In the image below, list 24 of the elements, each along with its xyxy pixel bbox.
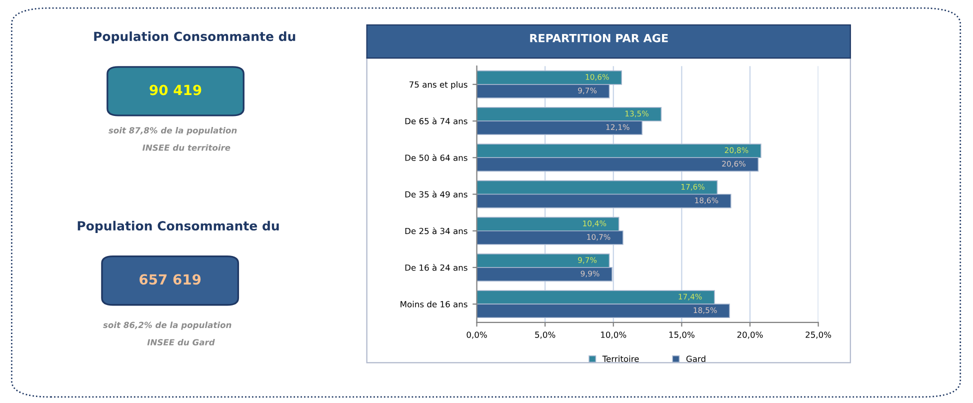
- y-tick-label: De 50 à 64 ans: [405, 154, 468, 161]
- y-tick-label: 75 ans et plus: [410, 81, 468, 90]
- y-tick-label: De 25 à 34 ans: [405, 227, 468, 234]
- text: Population Consommante du: [78, 220, 279, 233]
- text: INSEE du Gard: [147, 338, 215, 346]
- legend-label: Gard: [686, 356, 706, 362]
- y-tick-label: De 16 à 24 ans: [405, 264, 468, 271]
- legend-label: Territoire: [602, 356, 639, 362]
- x-tick-label: 15,0%: [669, 332, 694, 339]
- text: INSEE du territoire: [142, 144, 230, 151]
- y-tick-label: De 65 à 74 ans: [405, 118, 468, 124]
- x-tick-label: 5,0%: [535, 332, 556, 339]
- chart-title: REPARTITION PAR AGE: [530, 34, 668, 42]
- text: Population Consommante du: [94, 31, 296, 44]
- text: soit 87,8% de la population: [108, 127, 237, 136]
- x-tick-label: 25,0%: [806, 332, 832, 339]
- y-tick-label: Moins de 16 ans: [400, 300, 468, 308]
- text: soit 86,2% de la population: [103, 322, 232, 330]
- text: 90 419: [150, 84, 202, 96]
- x-tick-label: 20,0%: [737, 332, 763, 339]
- x-tick-label: 0,0%: [466, 332, 487, 339]
- y-tick-label: De 35 à 49 ans: [405, 190, 468, 198]
- x-tick-label: 10,0%: [601, 332, 626, 339]
- text: 657 619: [140, 274, 201, 285]
